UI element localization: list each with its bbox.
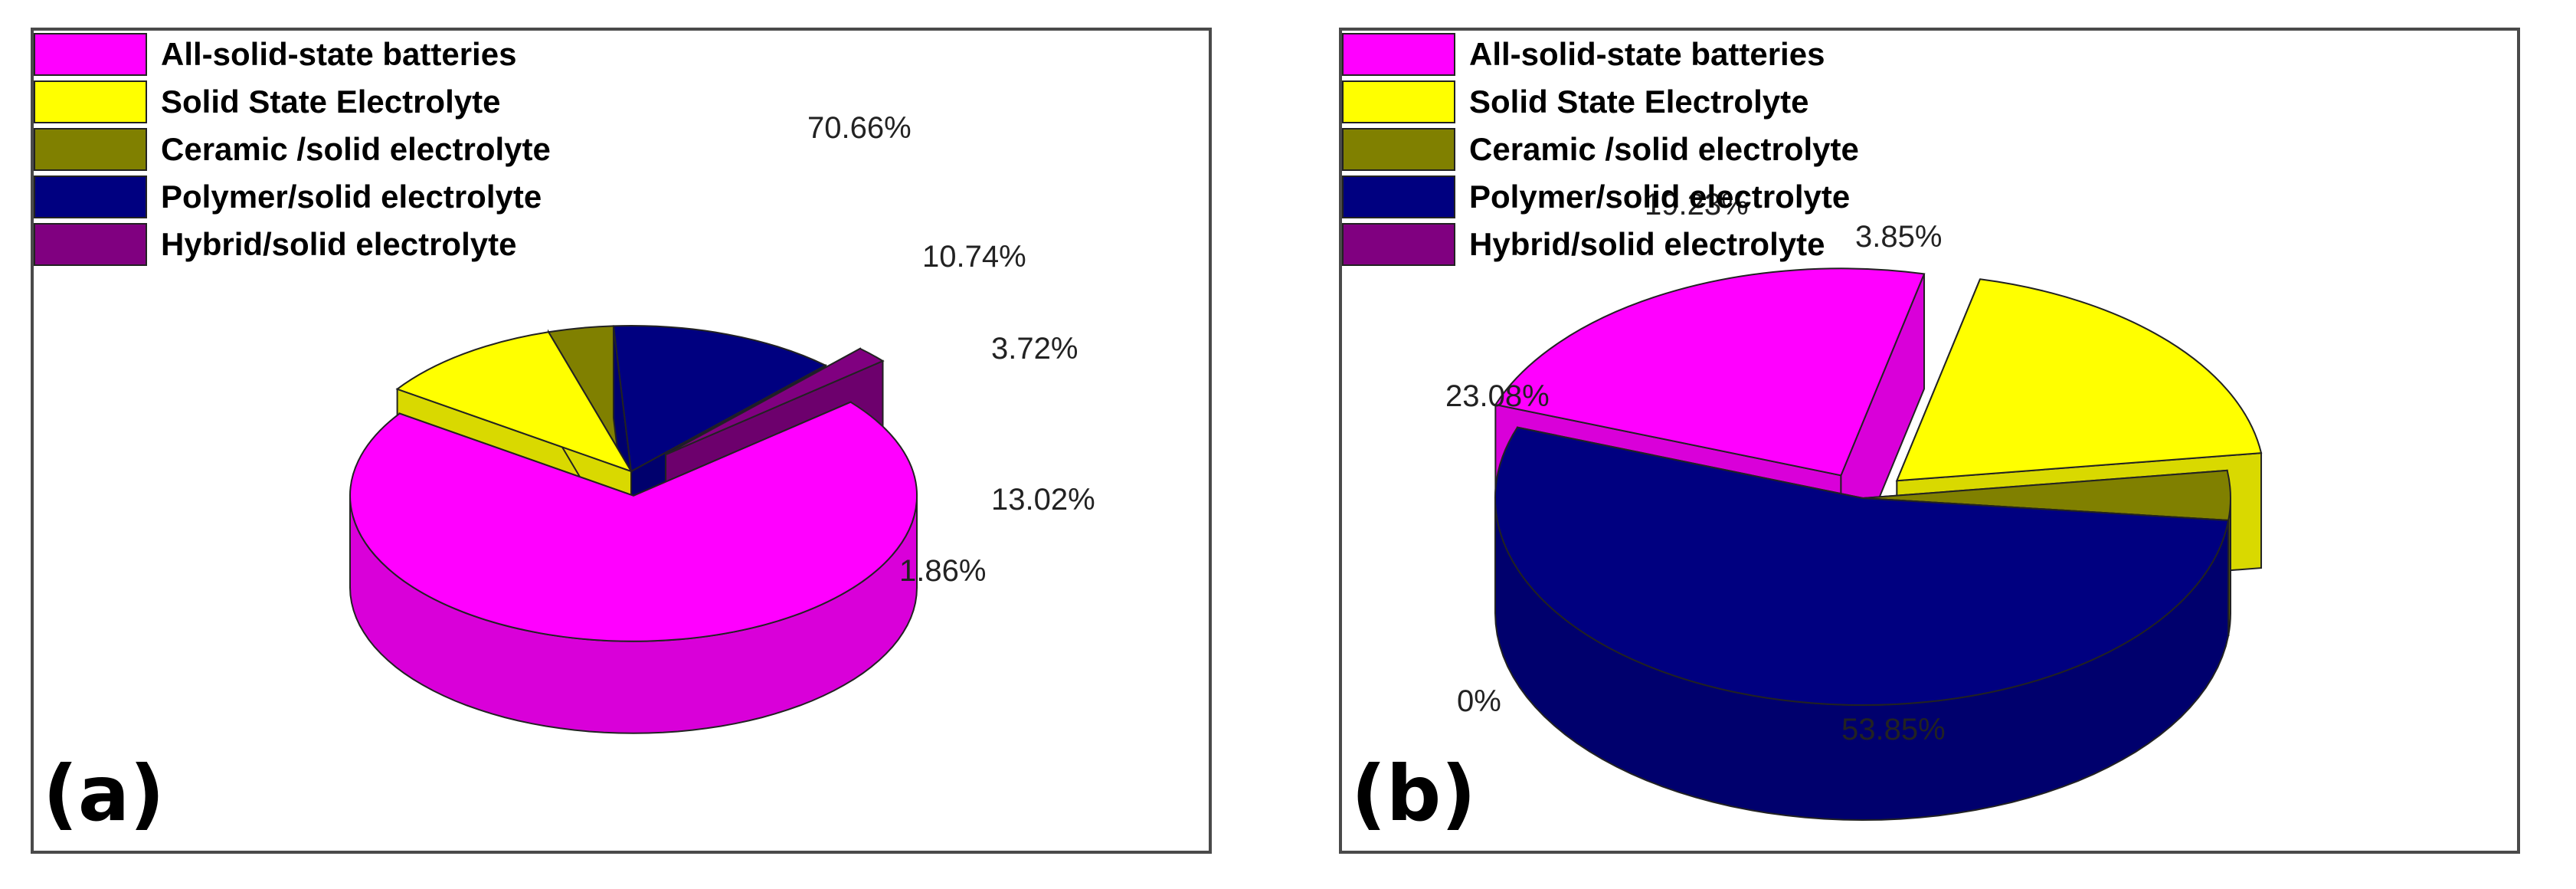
legend-swatch (34, 80, 147, 123)
legend-swatch (1342, 223, 1455, 266)
legend-label: All-solid-state batteries (161, 36, 517, 72)
legend-a: All-solid-state batteries Solid State El… (34, 31, 551, 268)
legend-swatch (34, 176, 147, 218)
legend-item: Ceramic /solid electrolyte (34, 126, 551, 173)
pie-a-slices (349, 325, 918, 734)
legend-item: Ceramic /solid electrolyte (1342, 126, 1859, 173)
chart-panel-b: 23.08% 19.23% 3.85% 53.85% 0% (b) All-solid-… (1339, 28, 2520, 854)
legend-label: Solid State Electrolyte (1469, 84, 1809, 120)
pie-data-label: 19.23% (1645, 188, 1749, 221)
pie-data-label: 1.86% (899, 554, 986, 588)
pie-data-label: 3.72% (991, 332, 1078, 366)
legend-b: All-solid-state batteries Solid State El… (1342, 31, 1859, 268)
legend-swatch (34, 33, 147, 76)
legend-item: Hybrid/solid electrolyte (34, 221, 551, 268)
pie-data-label: 13.02% (991, 483, 1095, 517)
pie-chart-a: 70.66% 10.74% 3.72% 13.02% 1.86% (a) (43, 111, 1095, 838)
pie-data-label: 3.85% (1855, 220, 1942, 254)
pie-data-label: 10.74% (922, 240, 1026, 274)
legend-swatch (34, 128, 147, 171)
legend-label: Polymer/solid electrolyte (161, 179, 542, 215)
pie-slice (349, 401, 918, 734)
legend-label: Ceramic /solid electrolyte (161, 131, 551, 167)
legend-label: Polymer/solid electrolyte (1469, 179, 1851, 215)
pie-data-label: 0% (1457, 684, 1501, 718)
legend-item: Solid State Electrolyte (1342, 78, 1859, 126)
legend-label: Solid State Electrolyte (161, 84, 501, 120)
pie-slice (1494, 426, 2230, 822)
legend-swatch (34, 223, 147, 266)
pie-b-slices (1494, 267, 2263, 822)
legend-label: All-solid-state batteries (1469, 36, 1825, 72)
chart-panel-a: 70.66% 10.74% 3.72% 13.02% 1.86% (a) All-sol… (31, 28, 1212, 854)
legend-swatch (1342, 80, 1455, 123)
legend-item: Hybrid/solid electrolyte (1342, 221, 1859, 268)
legend-label: Hybrid/solid electrolyte (1469, 226, 1825, 262)
legend-item: All-solid-state batteries (34, 31, 551, 78)
panel-label-b: (b) (1351, 749, 1476, 838)
legend-item: Solid State Electrolyte (34, 78, 551, 126)
pie-chart-b: 23.08% 19.23% 3.85% 53.85% 0% (b) (1351, 188, 2263, 838)
panel-label-a: (a) (43, 749, 165, 838)
legend-swatch (1342, 33, 1455, 76)
legend-swatch (1342, 128, 1455, 171)
pie-data-label: 53.85% (1841, 713, 1946, 746)
legend-item: Polymer/solid electrolyte (34, 173, 551, 221)
legend-label: Hybrid/solid electrolyte (161, 226, 517, 262)
pie-b-labels: 23.08% 19.23% 3.85% 53.85% 0% (1445, 188, 1946, 746)
pie-a-labels: 70.66% 10.74% 3.72% 13.02% 1.86% (807, 111, 1095, 588)
legend-item: Polymer/solid electrolyte (1342, 173, 1859, 221)
pie-data-label: 70.66% (807, 111, 912, 145)
legend-item: All-solid-state batteries (1342, 31, 1859, 78)
legend-label: Ceramic /solid electrolyte (1469, 131, 1859, 167)
pie-data-label: 23.08% (1445, 379, 1550, 413)
legend-swatch (1342, 176, 1455, 218)
